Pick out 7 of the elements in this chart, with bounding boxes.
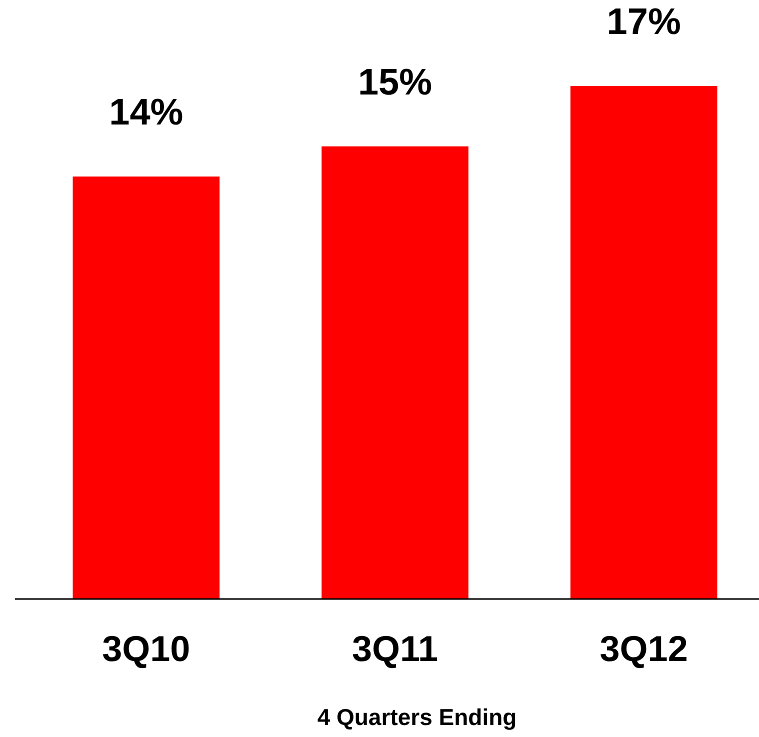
x-tick-label: 3Q11	[352, 628, 438, 669]
data-label: 17%	[606, 1, 681, 42]
data-label: 15%	[358, 61, 432, 102]
data-label: 14%	[109, 92, 184, 133]
x-tick-label: 3Q10	[102, 628, 190, 669]
x-axis-title: 4 Quarters Ending	[317, 704, 517, 730]
x-tick-label: 3Q12	[600, 628, 688, 669]
